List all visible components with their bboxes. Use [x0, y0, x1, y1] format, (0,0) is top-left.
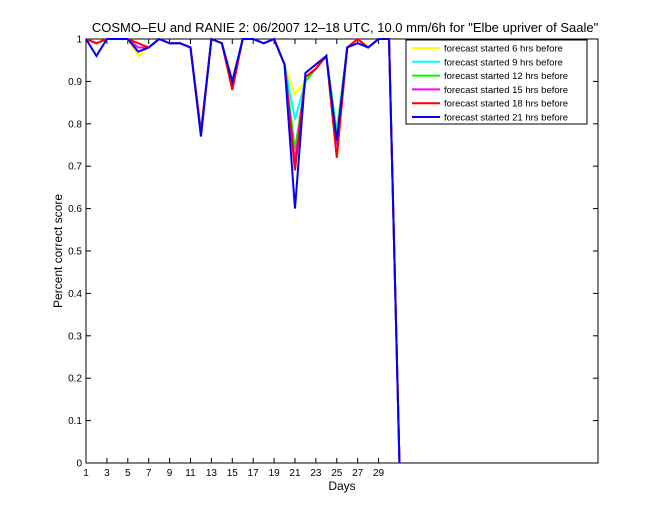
x-tick-label: 13: [206, 468, 218, 479]
y-axis-label: Percent correct score: [51, 194, 65, 308]
y-tick-label: 0.5: [68, 247, 82, 258]
x-tick-label: 29: [373, 468, 385, 479]
legend-entry: forecast started 18 hrs before: [444, 99, 568, 110]
series-line-6: [85, 37, 401, 464]
y-tick-label: 0.1: [68, 416, 82, 427]
y-tick-label: 1: [76, 35, 82, 46]
y-tick-label: 0.4: [68, 289, 82, 300]
x-tick-label: 25: [331, 468, 343, 479]
chart-title: COSMO–EU and RANIE 2: 06/2007 12–18 UTC,…: [92, 20, 599, 35]
x-tick-label: 1: [83, 468, 89, 479]
legend-entry: forecast started 21 hrs before: [444, 113, 568, 124]
y-tick-label: 0.3: [68, 331, 82, 342]
legend-entry: forecast started 12 hrs before: [444, 71, 568, 82]
x-tick-label: 5: [125, 468, 131, 479]
legend-entry: forecast started 9 hrs before: [444, 57, 563, 68]
x-tick-label: 17: [248, 468, 260, 479]
x-tick-label: 11: [185, 468, 196, 479]
x-tick-label: 27: [352, 468, 364, 479]
y-tick-label: 0.6: [68, 204, 82, 215]
y-tick-label: 0.2: [68, 374, 82, 385]
y-axis-ticks: 0 0.1 0.2 0.3 0.4 0.5 0.6 0.7 0.8 0.9 1: [68, 35, 598, 470]
legend-entry: forecast started 15 hrs before: [444, 85, 568, 96]
x-tick-label: 21: [289, 468, 301, 479]
x-tick-label: 23: [310, 468, 322, 479]
legend-box: [405, 39, 588, 125]
y-tick-label: 0.8: [68, 119, 82, 130]
x-tick-label: 19: [269, 468, 281, 479]
legend: forecast started 6 hrs before forecast st…: [405, 39, 588, 125]
legend-entry: forecast started 6 hrs before: [444, 44, 563, 55]
x-axis-label: Days: [328, 479, 355, 493]
x-tick-label: 7: [146, 468, 152, 479]
y-tick-label: 0: [76, 459, 82, 470]
y-tick-label: 0.7: [68, 162, 82, 173]
x-tick-label: 15: [227, 468, 239, 479]
y-tick-label: 0.9: [68, 77, 82, 88]
x-tick-label: 3: [104, 468, 110, 479]
x-tick-label: 9: [167, 468, 173, 479]
series-lines: [85, 37, 401, 464]
